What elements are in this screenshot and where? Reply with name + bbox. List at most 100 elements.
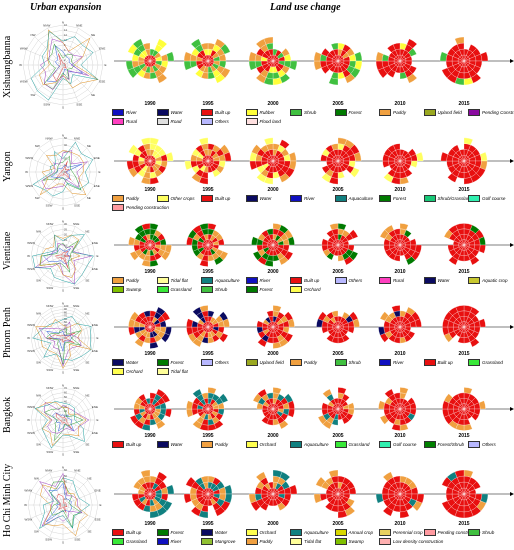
year-label: 1995 bbox=[202, 101, 213, 106]
legend-entry: Grassland bbox=[468, 359, 503, 366]
legend: Paddy Other crops Built up Water River Aquacu… bbox=[112, 193, 512, 213]
legend-swatch bbox=[290, 359, 302, 366]
city-name: Xishuangbanna bbox=[2, 35, 13, 99]
legend-swatch bbox=[468, 441, 480, 448]
ring-sector bbox=[251, 144, 261, 155]
radar-series-line bbox=[42, 155, 82, 191]
radar-tick-label: 40 bbox=[64, 323, 67, 327]
legend-entry: Shrub bbox=[201, 286, 227, 293]
radar-direction-label: WSW bbox=[27, 349, 35, 353]
year-label: 1995 bbox=[202, 187, 213, 192]
ring-sector bbox=[126, 160, 135, 171]
radar-direction-label: NNW bbox=[46, 222, 53, 226]
legend-entry: Low density construction bbox=[379, 538, 443, 545]
radar-tick-label: 50 bbox=[64, 395, 67, 399]
legend-label: Forest/Shrub bbox=[437, 442, 465, 447]
radar-direction-label: SSW bbox=[45, 538, 52, 542]
radar-direction-label: NNW bbox=[46, 386, 53, 390]
radar-direction-label: NNE bbox=[73, 304, 79, 308]
ring-sector bbox=[454, 36, 465, 45]
legend-swatch bbox=[379, 277, 391, 284]
radar-tick-label: 30 bbox=[64, 486, 67, 490]
legend-entry: Rural bbox=[112, 118, 137, 125]
legend-entry: Upland field bbox=[423, 109, 462, 116]
radar-tick-label: 50 bbox=[64, 136, 67, 140]
legend-swatch bbox=[201, 286, 213, 293]
legend-label: Orchard bbox=[259, 530, 277, 535]
ring-sector bbox=[252, 251, 262, 261]
ring-sector bbox=[457, 336, 465, 344]
radar-direction-label: ENE bbox=[92, 405, 98, 409]
legend-label: Built up bbox=[437, 360, 453, 365]
radar-spoke bbox=[62, 171, 88, 197]
radar-spoke bbox=[62, 337, 86, 361]
radar-series-line bbox=[56, 493, 68, 513]
radar-spoke bbox=[25, 64, 64, 81]
year-label: 2005 bbox=[332, 433, 343, 438]
ring-sector bbox=[478, 400, 486, 410]
legend-swatch bbox=[334, 277, 347, 284]
radar-series-line bbox=[41, 150, 89, 190]
radar-spoke bbox=[62, 504, 88, 530]
legend-label: Grassland bbox=[348, 442, 370, 447]
legend-swatch bbox=[156, 368, 169, 375]
legend-swatch bbox=[334, 441, 347, 448]
radar-tick-label: 30 bbox=[64, 404, 67, 408]
land-use-ring-panel: 1990 1995 2000 2005 2010 2015 bbox=[114, 36, 514, 106]
ring-sector bbox=[470, 306, 480, 316]
legend-swatch bbox=[156, 277, 169, 284]
legend-entry: Others bbox=[334, 277, 362, 284]
legend-entry: Water bbox=[245, 195, 272, 202]
radar-direction-label: ENE bbox=[92, 323, 98, 327]
radar-tick-label: 30 bbox=[64, 150, 67, 154]
ring-sector bbox=[455, 305, 465, 313]
radar-tick-label: 20 bbox=[64, 409, 67, 413]
legend-swatch bbox=[245, 538, 258, 545]
legend-entry: River bbox=[379, 359, 404, 366]
ring-sector bbox=[329, 223, 339, 231]
legend-entry: Built up bbox=[112, 529, 141, 536]
year-label: 1990 bbox=[144, 521, 155, 526]
legend-swatch bbox=[112, 538, 124, 545]
ring-sector bbox=[141, 223, 151, 231]
ring-sector bbox=[279, 173, 290, 183]
legend-label: Forest bbox=[170, 360, 184, 365]
radar-direction-label: SSW bbox=[46, 286, 53, 290]
legend-label: Paddy bbox=[304, 360, 318, 365]
ring-sector bbox=[459, 149, 465, 156]
legend-label: Forest bbox=[393, 196, 407, 201]
ring-sector bbox=[134, 338, 144, 348]
radar-direction-label: E bbox=[96, 418, 98, 422]
legend-entry: Water bbox=[156, 109, 183, 116]
radar-direction-label: SW bbox=[34, 530, 39, 534]
legend-label: Water bbox=[437, 278, 450, 283]
ring-sector bbox=[289, 60, 298, 71]
legend-entry: Forest bbox=[245, 286, 273, 293]
ring-sector bbox=[399, 223, 409, 231]
city-name: Ho Chi Minh City bbox=[2, 463, 13, 537]
radar-tick-label: 5 bbox=[64, 249, 66, 253]
urban-expansion-radar: N NNE NE ENE E ESE SE SSE S SSW SW WSW W WNW NW NNW 0 10 2… bbox=[24, 466, 101, 544]
legend-label: Others bbox=[215, 360, 229, 365]
ring-sector bbox=[393, 392, 401, 400]
legend-label: Water bbox=[259, 196, 272, 201]
legend-swatch bbox=[423, 441, 436, 448]
legend-label: Aquatic crop bbox=[482, 278, 508, 283]
ring-sector bbox=[256, 320, 264, 328]
radar-direction-label: NW bbox=[35, 144, 40, 148]
ring-sector bbox=[165, 151, 174, 162]
ring-sector bbox=[384, 388, 394, 398]
ring-sector bbox=[337, 510, 348, 519]
legend-swatch bbox=[156, 118, 169, 125]
legend-label: River bbox=[259, 278, 271, 283]
legend-entry: Flood land bbox=[245, 118, 281, 125]
legend-swatch bbox=[245, 529, 258, 536]
ring-sector bbox=[472, 481, 481, 490]
year-label: 1990 bbox=[144, 351, 155, 356]
radar-tick-label: 40 bbox=[64, 400, 67, 404]
ring-sector bbox=[190, 38, 202, 49]
urban-expansion-radar: NNNENEENEEESESESSESSSWSWWSWWWNWNWNNW0246… bbox=[19, 21, 106, 110]
ring-sector bbox=[470, 338, 480, 348]
ring-sector bbox=[349, 229, 359, 239]
legend-entry: Water bbox=[156, 441, 183, 448]
